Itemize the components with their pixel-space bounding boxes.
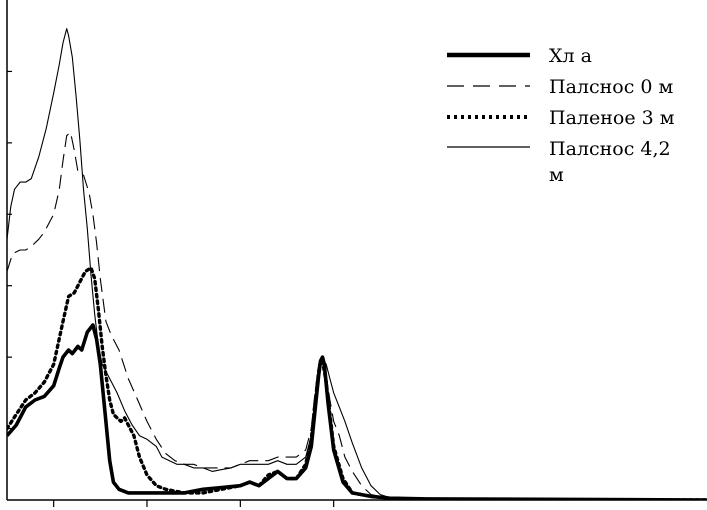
legend-label-4-2m: Палснос 4,2 <box>549 138 671 160</box>
legend-label-0m: Палснос 0 м <box>549 76 674 98</box>
series-line-thin <box>7 28 707 500</box>
series-line-dashed <box>7 131 707 500</box>
series-line-dotted <box>7 266 707 500</box>
legend: Хл а Палснос 0 м Паленое 3 м Палснос 4,2… <box>447 45 675 186</box>
legend-label-4-2m-cont: м <box>549 164 564 186</box>
legend-label-3m: Паленое 3 м <box>549 107 675 129</box>
legend-label-chl-a: Хл а <box>549 45 592 67</box>
series-layer <box>7 28 707 500</box>
